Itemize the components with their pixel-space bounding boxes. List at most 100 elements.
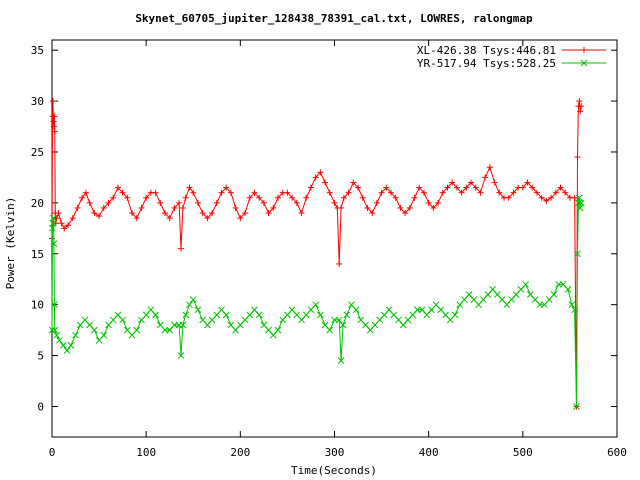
data-point: [326, 326, 334, 334]
y-axis: 0 5 10 15 20 25 30 35: [31, 44, 617, 413]
chart-title: Skynet_60705_jupiter_128438_78391_cal.tx…: [135, 12, 533, 25]
data-point: [171, 321, 178, 329]
data-point: [63, 347, 71, 354]
data-point: [442, 311, 449, 319]
data-point: [331, 316, 338, 324]
data-point: [489, 286, 497, 293]
data-point: [177, 352, 185, 359]
data-point: [352, 306, 360, 314]
data-point: [56, 336, 63, 344]
data-point: [550, 291, 558, 298]
x-tick-label: 500: [513, 446, 533, 459]
x-tick-label: 200: [230, 446, 250, 459]
data-point: [49, 219, 57, 227]
data-point: [81, 316, 89, 324]
data-point: [522, 280, 530, 288]
data-point: [147, 306, 155, 314]
y-tick-label: 25: [31, 146, 44, 159]
data-point: [53, 331, 61, 339]
data-point: [343, 311, 351, 319]
data-point: [527, 291, 534, 298]
x-tick-label: 100: [136, 446, 156, 459]
data-point: [133, 326, 141, 334]
data-point: [317, 311, 324, 319]
data-point: [72, 331, 79, 339]
data-point: [251, 306, 258, 314]
data-point: [227, 321, 235, 329]
data-point: [357, 316, 365, 324]
data-point: [337, 357, 345, 365]
data-point: [451, 311, 459, 319]
legend-label: YR-517.94 Tsys:528.25: [417, 57, 556, 70]
data-point: [194, 306, 202, 314]
y-tick-label: 20: [31, 197, 44, 210]
data-point: [119, 316, 126, 324]
data-point: [348, 301, 355, 309]
data-point: [465, 291, 473, 298]
y-tick-label: 15: [31, 248, 44, 261]
x-tick-label: 300: [325, 446, 345, 459]
data-point: [161, 326, 169, 334]
data-point: [114, 311, 122, 319]
data-point: [265, 326, 272, 334]
data-point: [432, 301, 440, 309]
data-point: [321, 321, 329, 329]
data-point: [123, 326, 131, 334]
data-point: [91, 326, 98, 334]
data-point: [575, 194, 583, 202]
y-tick-label: 10: [31, 299, 44, 312]
data-point: [564, 286, 572, 293]
data-point: [222, 311, 230, 319]
x-axis: 0 100 200 300 400 500 600: [49, 40, 627, 459]
data-point: [51, 301, 58, 309]
data-point: [385, 306, 393, 314]
data-point: [50, 240, 58, 247]
y-tick-label: 0: [37, 400, 44, 413]
data-point: [494, 291, 501, 298]
data-point: [67, 342, 75, 349]
data-point: [255, 311, 263, 319]
data-point: [274, 326, 282, 334]
data-point: [576, 204, 584, 212]
data-point: [59, 342, 67, 349]
data-point: [390, 311, 398, 319]
data-point: [395, 316, 402, 324]
y-axis-label: Power (Kelvin): [4, 197, 17, 290]
data-point: [50, 214, 57, 222]
y-tick-label: 35: [31, 44, 44, 57]
series-line: [51, 101, 582, 407]
data-point: [498, 296, 506, 303]
data-point: [100, 331, 108, 339]
data-point: [414, 306, 421, 314]
data-point: [571, 306, 578, 314]
series-layer: [48, 98, 585, 410]
data-point: [536, 301, 544, 309]
data-point: [182, 311, 190, 319]
data-point: [49, 224, 56, 232]
data-point: [293, 311, 301, 319]
plot-border: [51, 39, 618, 438]
legend-label: XL-426.38 Tsys:446.81: [417, 44, 556, 57]
series-0: [49, 98, 585, 410]
data-point: [260, 321, 268, 329]
data-point: [575, 199, 582, 207]
data-point: [312, 301, 320, 309]
data-point: [335, 316, 343, 324]
data-point: [580, 59, 588, 67]
data-point: [574, 250, 581, 258]
data-point: [437, 306, 445, 314]
data-point: [577, 199, 585, 207]
x-axis-label: Time(Seconds): [291, 464, 377, 477]
data-point: [179, 321, 187, 329]
data-point: [189, 296, 197, 303]
data-point: [339, 321, 347, 329]
data-point: [288, 306, 296, 314]
data-point: [51, 326, 59, 334]
y-tick-label: 5: [37, 350, 44, 363]
data-point: [573, 403, 580, 410]
y-tick-label: 30: [31, 95, 44, 108]
data-point: [555, 280, 562, 288]
data-point: [86, 321, 94, 329]
